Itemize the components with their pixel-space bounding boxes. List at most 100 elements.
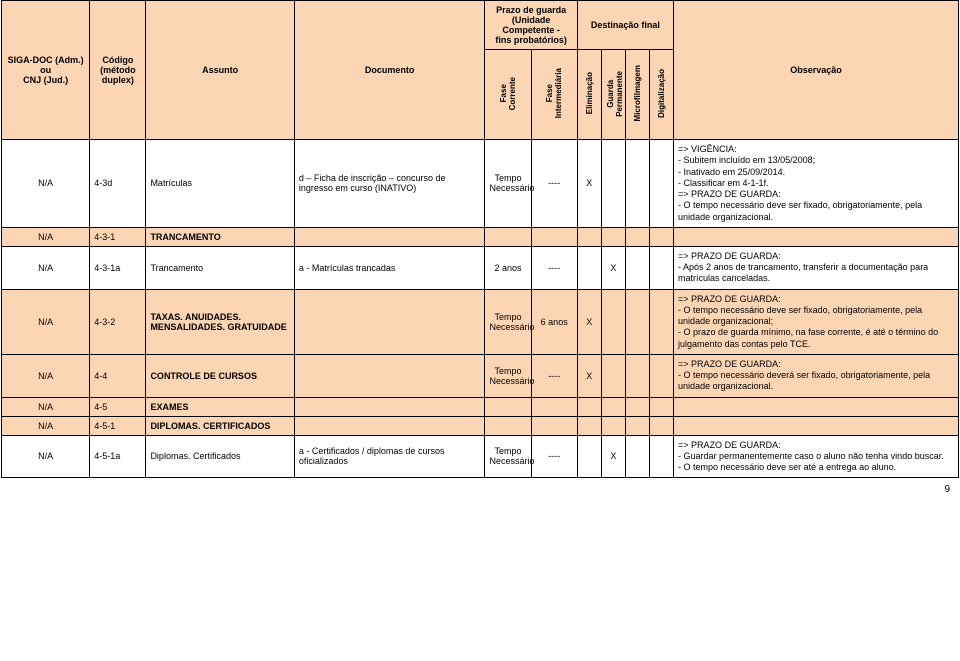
cell-obs: => VIGÊNCIA:- Subitem incluído em 13/05/… [674, 140, 959, 228]
cell-d [649, 435, 673, 478]
cell-cod: 4-4 [90, 354, 146, 397]
cell-g [601, 227, 625, 246]
cell-fc: TempoNecessário [485, 289, 531, 354]
cell-obs: => PRAZO DE GUARDA:- O tempo necessário … [674, 354, 959, 397]
cell-fc [485, 227, 531, 246]
cell-e: X [577, 140, 601, 228]
cell-e [577, 246, 601, 289]
cell-obs: => PRAZO DE GUARDA:- Após 2 anos de tran… [674, 246, 959, 289]
cell-fi: ---- [531, 435, 577, 478]
hdr-siga: SIGA-DOC (Adm.)ouCNJ (Jud.) [2, 1, 90, 140]
table-row: N/A4-3dMatrículasd – Ficha de inscrição … [2, 140, 959, 228]
cell-e: X [577, 289, 601, 354]
cell-fc: 2 anos [485, 246, 531, 289]
hdr-obs: Observação [674, 1, 959, 140]
cell-fc: TempoNecessário [485, 354, 531, 397]
cell-doc [294, 289, 485, 354]
cell-g [601, 140, 625, 228]
cell-g [601, 397, 625, 416]
cell-g [601, 354, 625, 397]
hdr-digit: Digitalização [649, 50, 673, 140]
cell-fc: TempoNecessário [485, 435, 531, 478]
cell-d [649, 227, 673, 246]
hdr-fase-corrente: FaseCorrente [485, 50, 531, 140]
cell-cod: 4-3-2 [90, 289, 146, 354]
cell-na: N/A [2, 397, 90, 416]
cell-cod: 4-5 [90, 397, 146, 416]
cell-m [625, 140, 649, 228]
cell-ass: Matrículas [146, 140, 294, 228]
cell-fi [531, 416, 577, 435]
cell-d [649, 416, 673, 435]
table-row: N/A4-3-1TRANCAMENTO [2, 227, 959, 246]
cell-d [649, 397, 673, 416]
hdr-assunto: Assunto [146, 1, 294, 140]
table-row: N/A4-5-1aDiplomas. Certificadosa - Certi… [2, 435, 959, 478]
cell-cod: 4-5-1 [90, 416, 146, 435]
hdr-guarda: GuardaPermanente [601, 50, 625, 140]
cell-doc [294, 354, 485, 397]
cell-d [649, 354, 673, 397]
cell-cod: 4-5-1a [90, 435, 146, 478]
cell-fc [485, 397, 531, 416]
hdr-fase-intermediaria: FaseIntermediária [531, 50, 577, 140]
cell-na: N/A [2, 140, 90, 228]
cell-m [625, 397, 649, 416]
cell-obs [674, 416, 959, 435]
cell-g: X [601, 246, 625, 289]
cell-e [577, 416, 601, 435]
cell-doc: a - Matrículas trancadas [294, 246, 485, 289]
cell-m [625, 416, 649, 435]
cell-m [625, 435, 649, 478]
cell-ass: TRANCAMENTO [146, 227, 294, 246]
cell-obs [674, 227, 959, 246]
cell-doc [294, 397, 485, 416]
cell-d [649, 140, 673, 228]
cell-cod: 4-3-1 [90, 227, 146, 246]
table-row: N/A4-5EXAMES [2, 397, 959, 416]
cell-ass: Diplomas. Certificados [146, 435, 294, 478]
cell-ass: TAXAS. ANUIDADES. MENSALIDADES. GRATUIDA… [146, 289, 294, 354]
table-header: SIGA-DOC (Adm.)ouCNJ (Jud.) Código(métod… [2, 1, 959, 140]
table-row: N/A4-3-1aTrancamentoa - Matrículas tranc… [2, 246, 959, 289]
cell-g: X [601, 435, 625, 478]
cell-ass: DIPLOMAS. CERTIFICADOS [146, 416, 294, 435]
cell-doc [294, 227, 485, 246]
cell-fi [531, 227, 577, 246]
cell-doc [294, 416, 485, 435]
cell-na: N/A [2, 289, 90, 354]
cell-na: N/A [2, 246, 90, 289]
cell-m [625, 246, 649, 289]
table-row: N/A4-3-2TAXAS. ANUIDADES. MENSALIDADES. … [2, 289, 959, 354]
cell-na: N/A [2, 435, 90, 478]
cell-ass: Trancamento [146, 246, 294, 289]
cell-na: N/A [2, 227, 90, 246]
table-row: N/A4-5-1DIPLOMAS. CERTIFICADOS [2, 416, 959, 435]
hdr-documento: Documento [294, 1, 485, 140]
cell-e: X [577, 354, 601, 397]
cell-g [601, 289, 625, 354]
cell-na: N/A [2, 354, 90, 397]
cell-obs: => PRAZO DE GUARDA: - Guardar permanente… [674, 435, 959, 478]
cell-g [601, 416, 625, 435]
cell-fi [531, 397, 577, 416]
hdr-eliminacao: Eliminação [577, 50, 601, 140]
cell-m [625, 354, 649, 397]
hdr-micro: Microfilmagem [625, 50, 649, 140]
cell-cod: 4-3d [90, 140, 146, 228]
table-row: N/A4-4CONTROLE DE CURSOS TempoNecessário-… [2, 354, 959, 397]
cell-fc: TempoNecessário [485, 140, 531, 228]
cell-d [649, 246, 673, 289]
cell-fc [485, 416, 531, 435]
page-number: 9 [0, 478, 960, 495]
cell-e [577, 397, 601, 416]
cell-cod: 4-3-1a [90, 246, 146, 289]
cell-m [625, 289, 649, 354]
cell-fi: ---- [531, 354, 577, 397]
hdr-codigo: Código(métododuplex) [90, 1, 146, 140]
cell-d [649, 289, 673, 354]
cell-doc: d – Ficha de inscrição – concurso de ing… [294, 140, 485, 228]
hdr-dest-group: Destinação final [577, 1, 673, 50]
cell-m [625, 227, 649, 246]
cell-ass: CONTROLE DE CURSOS [146, 354, 294, 397]
